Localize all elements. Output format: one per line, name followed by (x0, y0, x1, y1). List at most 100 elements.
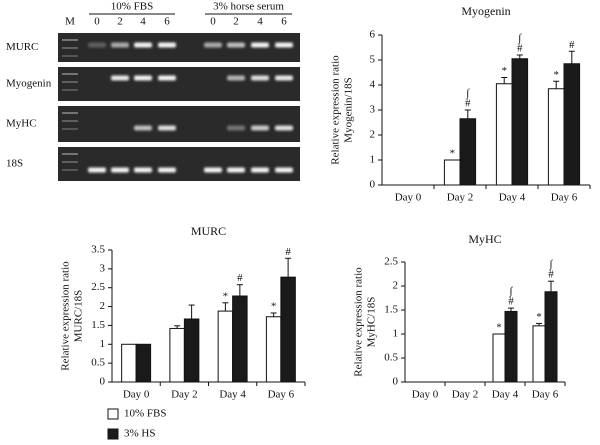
x-tick-label: Day 0 (395, 192, 422, 204)
y-tick-label: 4 (370, 79, 376, 91)
significance-mark: * (496, 322, 502, 334)
y-tick-label: 1.5 (91, 319, 105, 331)
bar (443, 159, 461, 186)
error-bar (516, 54, 523, 59)
ladder-band (62, 55, 78, 57)
chart-title: MyHC (468, 232, 501, 246)
gel-band (275, 75, 293, 81)
group-label: 10% FBS (111, 1, 154, 13)
x-tick-label: Day 6 (268, 389, 295, 401)
lane-label: 0 (94, 16, 100, 28)
error-bar (501, 77, 508, 84)
bar (265, 316, 282, 383)
x-tick-label: Day 4 (219, 389, 246, 401)
gel-band (88, 167, 106, 173)
y-tick-label: 3.5 (91, 244, 105, 256)
error-bar (188, 304, 195, 320)
legend-swatch (107, 408, 119, 420)
legend-label: 3% HS (124, 428, 155, 440)
bar (459, 118, 477, 186)
x-tick-label: Day 0 (123, 389, 150, 401)
bar (169, 327, 185, 383)
legend-swatch (107, 428, 119, 440)
significance-mark: # (569, 39, 575, 51)
row-label: Myogenin (6, 78, 52, 90)
ladder-band (62, 47, 78, 49)
significance-mark: # (517, 43, 523, 55)
chart-title: Myogenin (461, 4, 510, 18)
y-axis-label: Relative expression ratio (353, 267, 365, 377)
significance-mark: # (465, 98, 471, 110)
y-tick-label: 2 (393, 280, 399, 292)
significance-mark: ∫ (548, 259, 553, 271)
gel-band (134, 125, 152, 131)
gel-band (227, 75, 245, 81)
lane-label: 2 (233, 16, 239, 28)
ladder-band (62, 39, 78, 41)
y-tick-label: 5 (370, 54, 376, 66)
gel-band (227, 125, 245, 131)
gel-band (111, 42, 129, 48)
gel-band (251, 42, 269, 48)
significance-mark: * (501, 65, 507, 77)
bar (232, 295, 248, 383)
ladder-band (62, 73, 78, 75)
y-tick-label: 0 (393, 376, 399, 388)
ladder-band (62, 153, 78, 155)
significance-mark: * (449, 148, 455, 160)
ladder-band (62, 81, 78, 83)
bar (217, 310, 234, 383)
bar (121, 343, 137, 383)
gel-image (58, 147, 300, 181)
ladder-band (62, 128, 78, 130)
gel-band (251, 167, 269, 173)
error-bar (236, 284, 243, 297)
x-tick-label: Day 2 (447, 192, 474, 204)
gel-band (251, 75, 269, 81)
significance-mark: ∫ (517, 33, 522, 45)
x-tick-label: Day 4 (499, 192, 526, 204)
gel-band (111, 167, 129, 173)
bar (135, 343, 152, 383)
ladder-band (62, 112, 78, 114)
gel-band (158, 125, 176, 131)
y-axis-label: Myogenin/18S (343, 77, 355, 142)
gel-band (275, 42, 293, 48)
y-tick-label: 1 (393, 328, 399, 340)
lane-label: 6 (281, 16, 287, 28)
significance-mark: ∫ (508, 286, 513, 298)
ladder-band (62, 120, 78, 122)
lane-label: 4 (140, 16, 146, 28)
gel-band (275, 167, 293, 173)
lane-label: 2 (117, 16, 123, 28)
significance-mark: # (508, 296, 514, 308)
error-bar (553, 80, 560, 89)
row-label: MyHC (6, 118, 37, 130)
error-bar (174, 325, 181, 329)
lane-label: 4 (257, 16, 263, 28)
error-bar (548, 280, 554, 292)
bar (532, 325, 546, 383)
significance-mark: * (223, 290, 229, 302)
y-tick-label: 2 (370, 129, 376, 141)
y-tick-label: 0 (100, 376, 106, 388)
gel-band (227, 42, 245, 48)
bar (183, 318, 200, 383)
error-bar (270, 312, 277, 317)
y-tick-label: 0.5 (91, 357, 105, 369)
bar (544, 291, 558, 383)
bar (280, 276, 296, 383)
error-bar (285, 257, 292, 278)
y-axis-label: MyHC/18S (366, 297, 378, 348)
bar (511, 58, 529, 186)
gel-image (58, 67, 300, 101)
gel-band (227, 167, 245, 173)
gel-band (134, 167, 152, 173)
y-tick-label: 3 (100, 262, 106, 274)
gel-band (111, 75, 129, 81)
x-tick-label: Day 2 (171, 389, 198, 401)
error-bar (508, 307, 514, 312)
error-bar (222, 302, 229, 312)
significance-mark: # (548, 269, 554, 281)
gel-band (275, 125, 293, 131)
